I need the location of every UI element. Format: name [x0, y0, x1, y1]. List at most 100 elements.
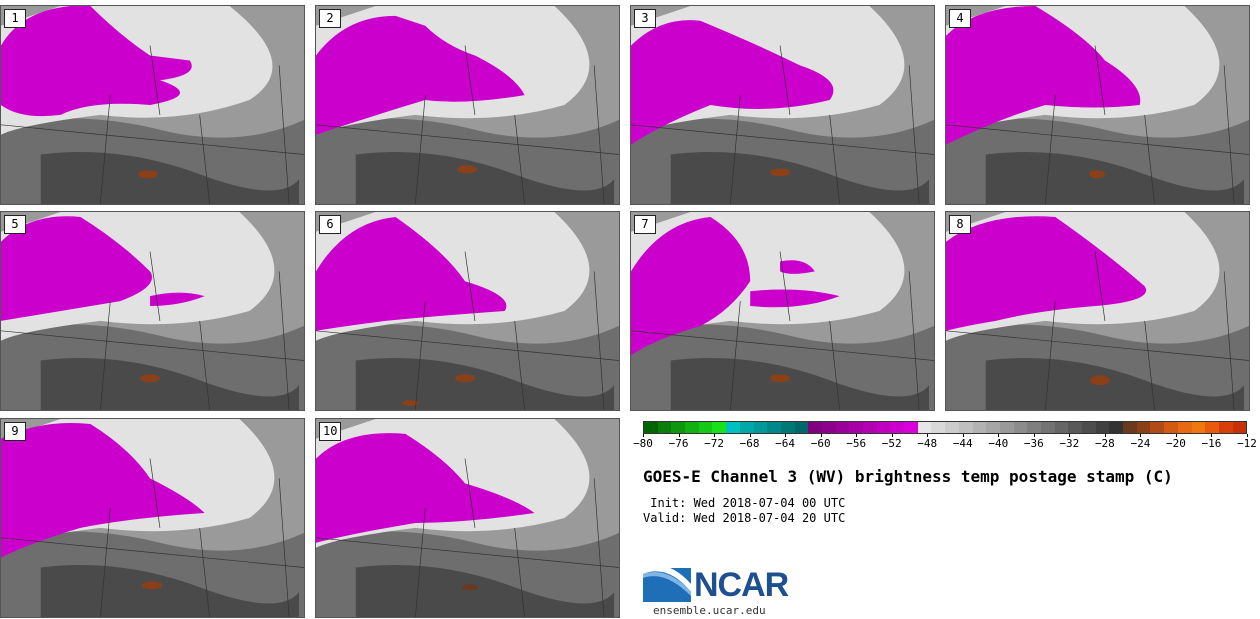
colorbar-tick-label: −48	[917, 437, 938, 450]
logo-url: ensemble.ucar.edu	[653, 604, 766, 617]
colorbar-swatch	[1232, 422, 1247, 433]
colorbar-swatch	[1054, 422, 1069, 433]
colorbar-swatch	[1136, 422, 1151, 433]
colorbar-swatch	[1164, 422, 1178, 433]
panel-label: 2	[319, 9, 341, 28]
colorbar-swatch	[917, 422, 932, 433]
colorbar-swatch	[958, 422, 973, 433]
wv-map-1	[1, 6, 304, 204]
colorbar-swatch	[644, 422, 658, 433]
colorbar-tick-label: −24	[1130, 437, 1151, 450]
stamp-panel-5: 5	[0, 211, 305, 411]
colorbar-tick-label: −32	[1059, 437, 1080, 450]
wv-map-10	[316, 419, 619, 617]
colorbar-swatch	[794, 422, 809, 433]
panel-label: 10	[319, 422, 342, 441]
colorbar-swatch	[1218, 422, 1233, 433]
colorbar-tick-label: −80	[633, 437, 653, 450]
colorbar-swatch	[1095, 422, 1110, 433]
colorbar-tick-label: −76	[668, 437, 689, 450]
colorbar-tick-label: −60	[810, 437, 831, 450]
colorbar-tick-mark	[927, 434, 929, 437]
colorbar-tick-mark	[962, 434, 964, 437]
colorbar-tick-mark	[643, 434, 644, 437]
colorbar-tick-mark	[1140, 434, 1142, 437]
colorbar-swatch	[904, 422, 918, 433]
valid-time: Valid: Wed 2018-07-04 20 UTC	[643, 511, 846, 525]
colorbar-tick-mark	[1247, 434, 1248, 437]
colorbar-tick-mark	[785, 434, 787, 437]
colorbar-tick-mark	[856, 434, 858, 437]
stamp-panel-2: 2	[315, 5, 620, 205]
colorbar-tick-mark	[1175, 434, 1177, 437]
colorbar-swatch	[767, 422, 781, 433]
wv-map-2	[316, 6, 619, 204]
colorbar-swatch	[657, 422, 672, 433]
stamp-panel-9: 9	[0, 418, 305, 618]
colorbar-swatch	[712, 422, 727, 433]
ncar-logo-icon	[643, 565, 691, 602]
colorbar-tick-label: −28	[1094, 437, 1115, 450]
colorbar-swatch	[753, 422, 768, 433]
colorbar-swatch	[999, 422, 1014, 433]
colorbar-tick-mark	[1104, 434, 1106, 437]
colorbar-swatch	[1068, 422, 1082, 433]
colorbar-swatch	[1191, 422, 1206, 433]
colorbar-swatch	[876, 422, 891, 433]
colorbar-swatch	[698, 422, 713, 433]
colorbar	[643, 421, 1247, 434]
colorbar-swatch	[1013, 422, 1028, 433]
colorbar-swatch	[890, 422, 905, 433]
panel-label: 7	[634, 215, 656, 234]
colorbar-swatch	[739, 422, 754, 433]
colorbar-tick-label: −64	[775, 437, 796, 450]
colorbar-swatch	[972, 422, 987, 433]
colorbar-swatch	[986, 422, 1000, 433]
colorbar-swatch	[835, 422, 850, 433]
colorbar-tick-mark	[1069, 434, 1071, 437]
colorbar-tick-mark	[998, 434, 1000, 437]
stamp-panel-8: 8	[945, 211, 1250, 411]
chart-title: GOES-E Channel 3 (WV) brightness temp po…	[643, 467, 1173, 486]
colorbar-swatch	[685, 422, 699, 433]
stamp-panel-3: 3	[630, 5, 935, 205]
colorbar-tick-label: −16	[1201, 437, 1222, 450]
colorbar-swatch	[821, 422, 836, 433]
colorbar-tick-label: −52	[881, 437, 902, 450]
panel-label: 8	[949, 215, 971, 234]
colorbar-swatch	[945, 422, 959, 433]
colorbar-swatch	[1205, 422, 1219, 433]
stamp-panel-7: 7	[630, 211, 935, 411]
panel-label: 1	[4, 9, 26, 28]
colorbar-tick-mark	[1033, 434, 1035, 437]
panel-label: 9	[4, 422, 26, 441]
colorbar-swatch	[808, 422, 822, 433]
stamp-panel-4: 4	[945, 5, 1250, 205]
colorbar-swatch	[1040, 422, 1055, 433]
colorbar-swatch	[1177, 422, 1192, 433]
colorbar-tick-labels: −80 −76 −72 −68 −64 −60 −56 −52 −48 −44 −40 −36 −32 −…	[633, 434, 1257, 457]
wv-map-3	[631, 6, 934, 204]
stamp-panel-10: 10	[315, 418, 620, 618]
wv-map-4	[946, 6, 1249, 204]
colorbar-tick-label: −12	[1237, 437, 1257, 450]
colorbar-swatch	[1109, 422, 1124, 433]
colorbar-swatch	[863, 422, 877, 433]
panel-label: 6	[319, 215, 341, 234]
init-time: Init: Wed 2018-07-04 00 UTC	[643, 496, 846, 510]
colorbar-tick-label: −68	[739, 437, 760, 450]
wv-map-6	[316, 212, 619, 410]
colorbar-tick-mark	[891, 434, 893, 437]
colorbar-tick-label: −56	[846, 437, 867, 450]
colorbar-swatch	[780, 422, 795, 433]
colorbar-tick-mark	[714, 434, 716, 437]
colorbar-swatch	[726, 422, 740, 433]
colorbar-tick-mark	[1211, 434, 1213, 437]
colorbar-tick-mark	[820, 434, 822, 437]
colorbar-swatch	[849, 422, 863, 433]
colorbar-tick-mark	[678, 434, 680, 437]
wv-map-8	[946, 212, 1249, 410]
colorbar-tick-label: −44	[952, 437, 973, 450]
colorbar-tick-label: −36	[1023, 437, 1044, 450]
colorbar-swatch	[1150, 422, 1165, 433]
